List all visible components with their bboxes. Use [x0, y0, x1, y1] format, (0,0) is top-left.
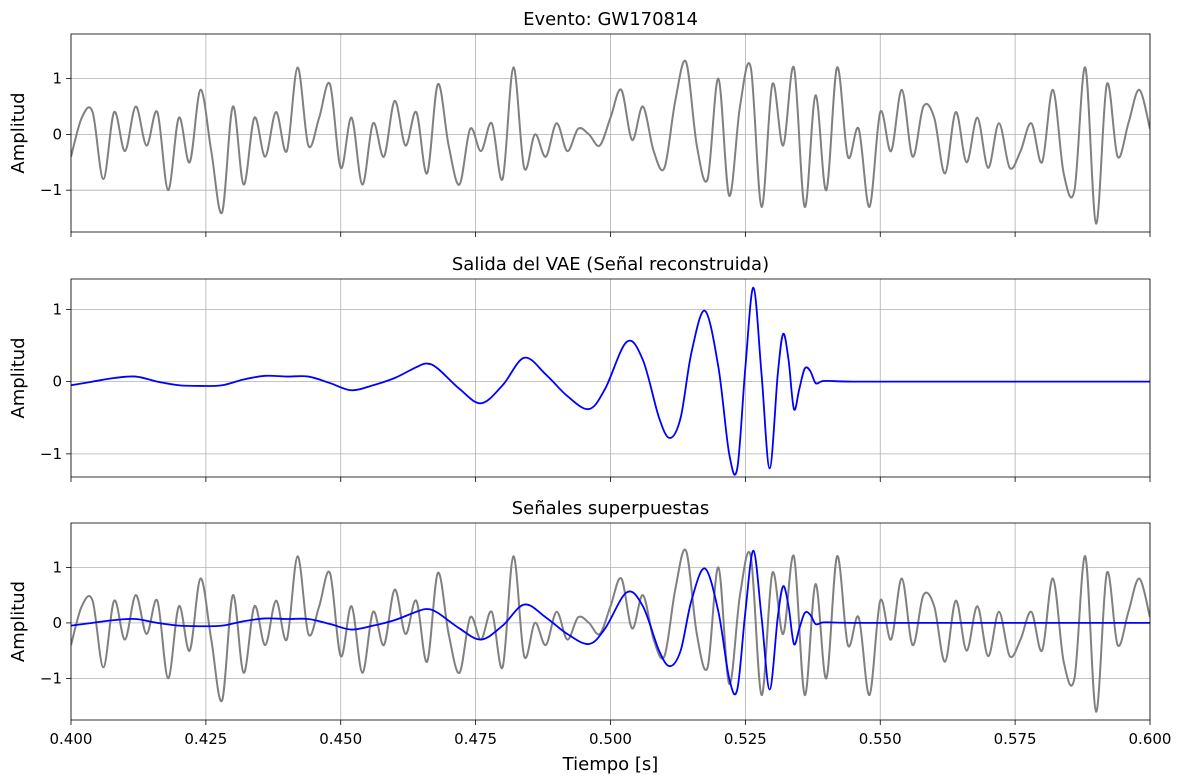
series-line-2-0	[71, 548, 1150, 713]
x-axis-label: Tiempo [s]	[562, 754, 659, 775]
y-tick-label: 1	[52, 300, 62, 318]
x-tick-label: 0.575	[994, 730, 1037, 748]
chart-title: Evento: GW170814	[523, 9, 698, 30]
y-tick-label: −1	[40, 669, 62, 687]
y-axis-label: Amplitud	[8, 92, 29, 173]
panel-vae-output: −1 0 1 Salida del VAE (Señal reconstruida) A…	[8, 254, 1151, 482]
series-line-0-0	[71, 59, 1150, 225]
series-line-1-0	[71, 286, 1150, 476]
y-tick-label: −1	[40, 181, 62, 199]
series-line-2-1	[71, 549, 1150, 696]
x-tick-label: 0.475	[454, 730, 497, 748]
y-tick-label: 1	[52, 70, 62, 88]
x-tick-label: 0.400	[50, 730, 93, 748]
panel-overlay: −1 0 1 Señales superpuestas Amplitud 0.400 0.4…	[8, 498, 1171, 775]
x-tick-label: 0.450	[319, 730, 362, 748]
x-tick-label: 0.600	[1129, 730, 1172, 748]
x-tick-label: 0.425	[184, 730, 227, 748]
x-tick-label: 0.500	[589, 730, 632, 748]
y-axis-label: Amplitud	[8, 581, 29, 662]
x-tick-label: 0.525	[724, 730, 767, 748]
chart-title: Salida del VAE (Señal reconstruida)	[452, 254, 769, 275]
y-tick-label: 0	[52, 614, 62, 632]
chart-title: Señales superpuestas	[512, 498, 710, 519]
y-tick-label: 0	[52, 125, 62, 143]
y-axis-label: Amplitud	[8, 337, 29, 418]
y-tick-label: −1	[40, 445, 62, 463]
panel-event: −1 0 1 Evento: GW170814 Amplitud	[8, 9, 1151, 237]
y-tick-label: 1	[52, 558, 62, 576]
y-tick-label: 0	[52, 373, 62, 391]
x-tick-label: 0.550	[859, 730, 902, 748]
